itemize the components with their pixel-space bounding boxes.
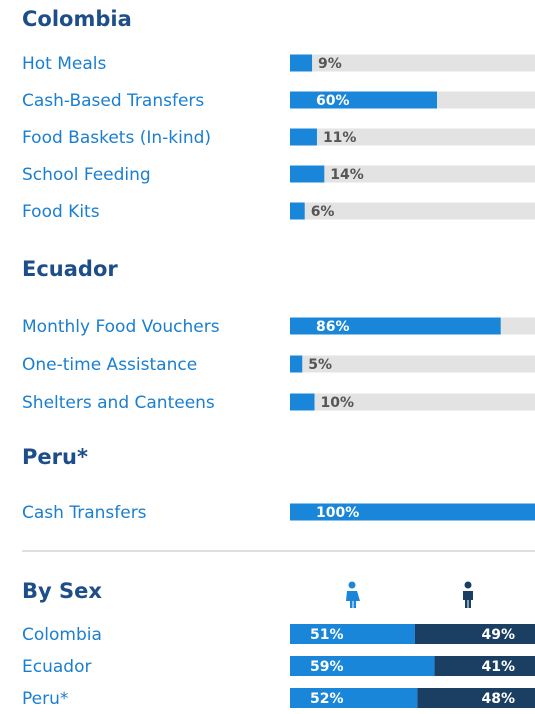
bar xyxy=(290,128,317,146)
bar-track xyxy=(290,355,535,373)
bar-track xyxy=(290,128,535,146)
category-label: Peru* xyxy=(22,689,68,709)
value-label: 14% xyxy=(330,167,364,183)
bar-segment xyxy=(417,688,535,708)
category-label: Hot Meals xyxy=(22,54,107,74)
bar xyxy=(290,202,305,220)
bar xyxy=(290,355,303,373)
category-label: Colombia xyxy=(22,625,102,645)
bar xyxy=(290,165,325,183)
value-label: 48% xyxy=(481,691,515,707)
category-label: Cash-Based Transfers xyxy=(22,91,204,111)
category-label: Food Kits xyxy=(22,202,100,222)
section-title: Colombia xyxy=(22,7,132,31)
value-label: 10% xyxy=(321,395,355,411)
category-label: One-time Assistance xyxy=(22,355,197,375)
category-label: School Feeding xyxy=(22,165,151,185)
bar-track xyxy=(290,165,535,183)
bar xyxy=(290,503,535,521)
value-label: 100% xyxy=(316,505,359,521)
value-label: 51% xyxy=(310,627,344,643)
bar xyxy=(290,54,313,72)
bar xyxy=(290,317,501,335)
bar-track xyxy=(290,393,535,411)
bar xyxy=(290,393,315,411)
value-label: 59% xyxy=(310,659,344,675)
value-label: 52% xyxy=(310,691,344,707)
category-label: Cash Transfers xyxy=(22,503,147,523)
category-label: Food Baskets (In-kind) xyxy=(22,128,211,148)
value-label: 5% xyxy=(308,357,332,373)
value-label: 41% xyxy=(481,659,515,675)
value-label: 11% xyxy=(323,130,357,146)
value-label: 86% xyxy=(316,319,350,335)
section-title: By Sex xyxy=(22,579,102,603)
category-label: Shelters and Canteens xyxy=(22,393,215,413)
bar-track xyxy=(290,54,535,72)
value-label: 9% xyxy=(318,56,342,72)
male-icon xyxy=(463,581,473,608)
bar-track xyxy=(290,202,535,220)
bar xyxy=(290,91,437,109)
female-icon xyxy=(346,581,360,608)
category-label: Monthly Food Vouchers xyxy=(22,317,220,337)
section-title: Ecuador xyxy=(22,257,118,281)
value-label: 6% xyxy=(311,204,335,220)
value-label: 60% xyxy=(316,93,350,109)
bar-segment xyxy=(290,624,415,644)
category-label: Ecuador xyxy=(22,657,91,677)
value-label: 49% xyxy=(481,627,515,643)
bar-segment xyxy=(290,688,418,708)
section-title: Peru* xyxy=(22,445,88,469)
bar-segment xyxy=(434,656,535,676)
bar-segment xyxy=(414,624,535,644)
bar-segment xyxy=(290,656,435,676)
